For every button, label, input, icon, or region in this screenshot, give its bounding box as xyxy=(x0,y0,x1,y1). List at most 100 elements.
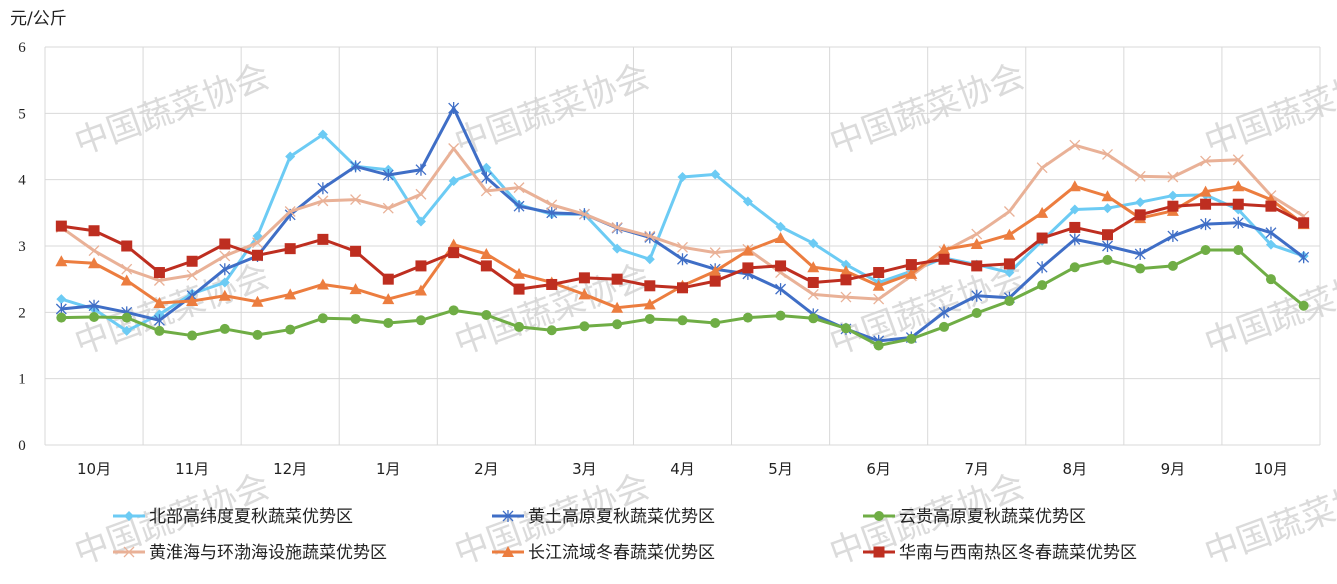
legend-marker xyxy=(873,546,885,558)
watermark-text: 中国蔬菜协会 xyxy=(1199,256,1337,363)
data-point xyxy=(350,194,362,206)
x-tick-label: 7月 xyxy=(964,460,989,478)
watermark-text: 中国蔬菜协会 xyxy=(449,256,654,363)
data-point xyxy=(350,245,362,257)
data-point xyxy=(56,294,67,305)
data-point xyxy=(1102,240,1113,252)
data-point xyxy=(775,310,786,321)
data-point xyxy=(774,232,787,244)
data-point xyxy=(612,319,623,330)
data-point xyxy=(1102,149,1113,160)
data-point xyxy=(513,283,525,295)
data-point xyxy=(219,263,231,276)
data-point xyxy=(1069,139,1081,151)
data-point xyxy=(1102,229,1113,241)
data-point xyxy=(1102,203,1113,214)
data-point xyxy=(448,175,459,186)
data-point xyxy=(186,255,198,267)
data-point xyxy=(121,312,132,323)
data-point xyxy=(578,272,590,284)
data-point xyxy=(1167,200,1179,212)
data-point xyxy=(971,289,983,302)
legend-label: 黄土高原夏秋蔬菜优势区 xyxy=(528,507,715,527)
data-point xyxy=(741,244,754,256)
data-point xyxy=(1200,218,1212,231)
data-point xyxy=(285,151,296,162)
data-point xyxy=(383,317,394,328)
data-point xyxy=(382,273,394,285)
data-point xyxy=(971,228,983,240)
watermark-text: 中国蔬菜协会 xyxy=(824,256,1029,363)
data-point xyxy=(1036,206,1049,218)
data-point xyxy=(187,330,198,341)
y-tick-label: 2 xyxy=(18,305,26,321)
data-point xyxy=(611,301,624,313)
data-point xyxy=(677,253,688,266)
legend-item: 黄淮海与环渤海设施蔬菜优势区 xyxy=(113,543,387,563)
y-tick-label: 5 xyxy=(18,106,26,122)
data-point xyxy=(578,288,591,300)
data-point xyxy=(1200,244,1211,255)
data-point xyxy=(1232,180,1245,192)
data-point xyxy=(1069,204,1080,215)
data-point xyxy=(775,283,787,296)
data-point xyxy=(971,307,982,318)
data-point xyxy=(1232,216,1244,229)
data-point xyxy=(1037,280,1048,291)
data-point xyxy=(742,196,753,207)
legend: 北部高纬度夏秋蔬菜优势区 黄土高原夏秋蔬菜优势区 云贵高原夏秋蔬菜优势区黄淮海与环渤… xyxy=(113,507,1137,563)
legend-item: 黄土高原夏秋蔬菜优势区 xyxy=(492,507,715,527)
data-point xyxy=(709,247,721,259)
legend-label: 北部高纬度夏秋蔬菜优势区 xyxy=(149,507,353,527)
legend-item: 北部高纬度夏秋蔬菜优势区 xyxy=(113,507,353,527)
data-point xyxy=(1068,180,1081,192)
data-point xyxy=(480,185,492,197)
data-point xyxy=(219,250,231,262)
data-point xyxy=(807,276,819,288)
data-point xyxy=(970,238,983,250)
data-point xyxy=(186,295,199,307)
data-point xyxy=(1200,198,1212,210)
data-point xyxy=(513,267,526,279)
data-point xyxy=(382,169,394,182)
data-point xyxy=(88,257,101,269)
data-point xyxy=(317,195,329,207)
data-point xyxy=(1265,274,1276,285)
data-point xyxy=(317,182,329,195)
data-point xyxy=(1265,226,1277,239)
legend-marker xyxy=(123,546,135,558)
series-line xyxy=(61,106,1305,343)
data-point xyxy=(677,172,688,183)
data-point xyxy=(1102,254,1113,265)
legend-label: 云贵高原夏秋蔬菜优势区 xyxy=(899,507,1086,527)
data-point xyxy=(349,283,362,295)
data-point xyxy=(251,295,264,307)
data-point xyxy=(285,324,296,335)
data-point xyxy=(88,299,100,312)
legend-label: 华南与西南热区冬春蔬菜优势区 xyxy=(899,543,1137,563)
watermark-text: 中国蔬菜协会 xyxy=(1199,56,1337,163)
data-point xyxy=(677,241,688,253)
data-point xyxy=(219,238,231,250)
data-point xyxy=(1003,228,1016,240)
data-point xyxy=(121,240,133,252)
legend-item: 华南与西南热区冬春蔬菜优势区 xyxy=(863,543,1137,563)
data-point xyxy=(382,293,395,305)
data-point xyxy=(710,317,721,328)
x-tick-label: 2月 xyxy=(474,460,499,478)
data-point xyxy=(1069,262,1080,273)
data-point xyxy=(1298,300,1309,311)
data-point xyxy=(644,280,656,292)
data-point xyxy=(1265,239,1276,250)
data-point xyxy=(1134,209,1146,221)
legend-marker xyxy=(874,511,884,521)
data-point xyxy=(905,259,917,271)
data-point xyxy=(513,182,525,194)
data-point xyxy=(1298,217,1310,229)
y-tick-label: 6 xyxy=(18,40,26,56)
data-point xyxy=(219,323,230,334)
data-point xyxy=(55,255,68,267)
data-point xyxy=(1200,155,1212,167)
x-tick-label: 6月 xyxy=(866,460,891,478)
data-point xyxy=(775,221,786,232)
